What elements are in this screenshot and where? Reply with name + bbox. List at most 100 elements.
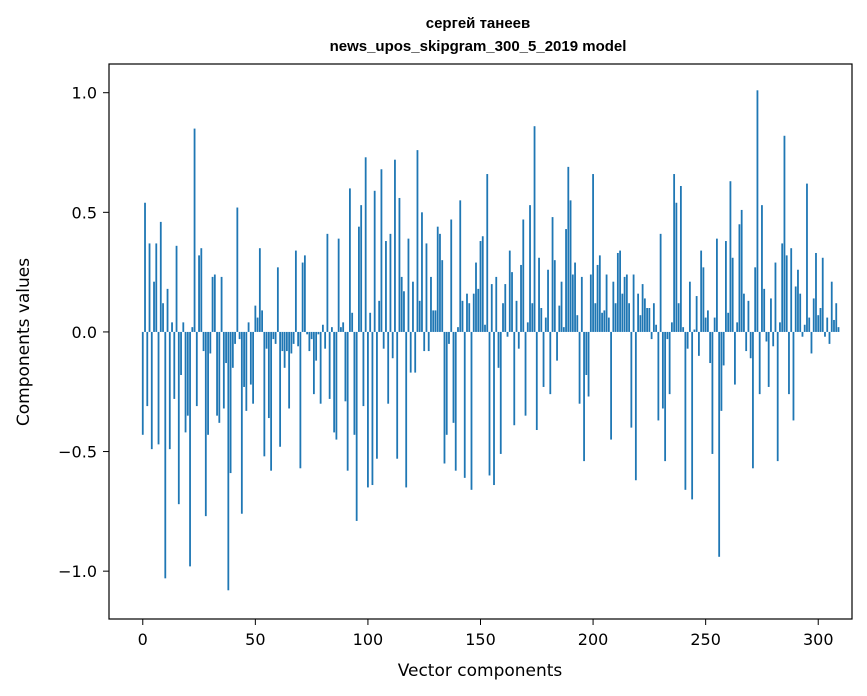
bar-238 [677, 303, 680, 332]
bar-281 [774, 262, 777, 332]
bar-227 [652, 303, 655, 332]
bar-25 [198, 255, 200, 332]
chart-title-line1: сергей танеев [426, 15, 530, 32]
bar-42 [236, 207, 239, 332]
bar-307 [833, 319, 835, 332]
bar-293 [801, 331, 804, 337]
bar-69 [297, 331, 300, 347]
bars-group [141, 90, 840, 591]
bar-37 [225, 331, 227, 364]
bar-188 [565, 229, 567, 332]
bar-219 [634, 331, 637, 481]
bar-30 [209, 331, 212, 354]
bar-259 [725, 241, 727, 332]
bar-64 [285, 331, 288, 352]
bar-130 [434, 310, 437, 332]
bar-220 [637, 293, 640, 332]
bar-57 [270, 331, 273, 471]
bar-3 [148, 243, 151, 332]
bar-268 [745, 331, 748, 352]
bar-222 [641, 284, 644, 332]
bar-105 [378, 300, 381, 332]
bar-41 [234, 331, 236, 344]
bar-26 [200, 248, 203, 332]
bar-74 [308, 331, 311, 352]
bar-303 [824, 331, 826, 337]
bar-13 [171, 322, 173, 332]
bar-134 [443, 331, 446, 464]
bar-8 [159, 221, 162, 332]
bar-94 [353, 331, 356, 435]
bar-27 [202, 331, 205, 352]
bar-76 [312, 331, 315, 395]
bar-296 [808, 317, 811, 332]
bar-43 [238, 331, 241, 340]
bar-110 [389, 233, 392, 332]
bar-192 [574, 262, 576, 332]
bar-297 [810, 331, 813, 354]
bar-211 [616, 252, 619, 332]
bar-182 [551, 217, 554, 332]
bar-218 [632, 274, 635, 332]
bar-198 [587, 331, 590, 397]
bar-157 [495, 276, 498, 332]
bar-260 [727, 312, 730, 332]
bar-274 [758, 331, 761, 395]
x-tick-label: 150 [465, 630, 496, 649]
bar-46 [245, 331, 248, 411]
y-axis-label: Components values [14, 258, 34, 426]
bar-305 [828, 331, 831, 344]
bar-201 [594, 303, 597, 332]
bar-143 [463, 331, 466, 478]
bar-6 [155, 243, 158, 332]
bar-34 [218, 331, 221, 423]
y-tick-label: 0.0 [72, 323, 97, 342]
bar-184 [556, 331, 558, 361]
bar-72 [303, 255, 306, 332]
bar-63 [283, 331, 286, 368]
bar-21 [189, 331, 191, 567]
bar-203 [598, 255, 601, 332]
bar-202 [596, 264, 599, 332]
bar-228 [655, 324, 658, 332]
bar-145 [468, 303, 471, 332]
bar-2 [146, 331, 149, 407]
bar-204 [601, 312, 603, 332]
bar-106 [380, 169, 383, 332]
bar-265 [738, 224, 741, 332]
bar-75 [310, 331, 313, 340]
bar-62 [281, 331, 284, 352]
bar-249 [702, 267, 705, 332]
bar-279 [770, 298, 772, 332]
bar-223 [643, 298, 646, 332]
bar-124 [421, 212, 423, 332]
chart-title-line2: news_upos_skipgram_300_5_2019 model [330, 38, 627, 55]
bar-50 [254, 305, 257, 332]
bar-232 [664, 331, 667, 462]
bar-193 [576, 315, 579, 332]
bar-131 [436, 226, 439, 332]
bar-129 [432, 310, 435, 332]
bar-216 [628, 303, 630, 332]
bar-20 [186, 331, 189, 416]
bar-288 [790, 248, 793, 332]
bar-149 [477, 288, 480, 332]
bar-52 [258, 248, 261, 332]
bar-51 [256, 317, 259, 332]
bar-284 [781, 243, 784, 332]
bar-78 [317, 331, 320, 335]
bar-153 [486, 174, 489, 332]
bar-98 [362, 331, 365, 407]
x-axis: 0 50 100 150 200 250 300 [138, 619, 834, 649]
bar-237 [675, 202, 678, 332]
bar-150 [479, 241, 482, 332]
bar-169 [522, 219, 525, 332]
bar-112 [394, 159, 396, 332]
bar-308 [835, 303, 838, 332]
bar-95 [355, 331, 358, 521]
bar-240 [682, 327, 685, 332]
bar-266 [740, 209, 743, 332]
bar-53 [261, 310, 263, 332]
bar-286 [785, 255, 788, 332]
